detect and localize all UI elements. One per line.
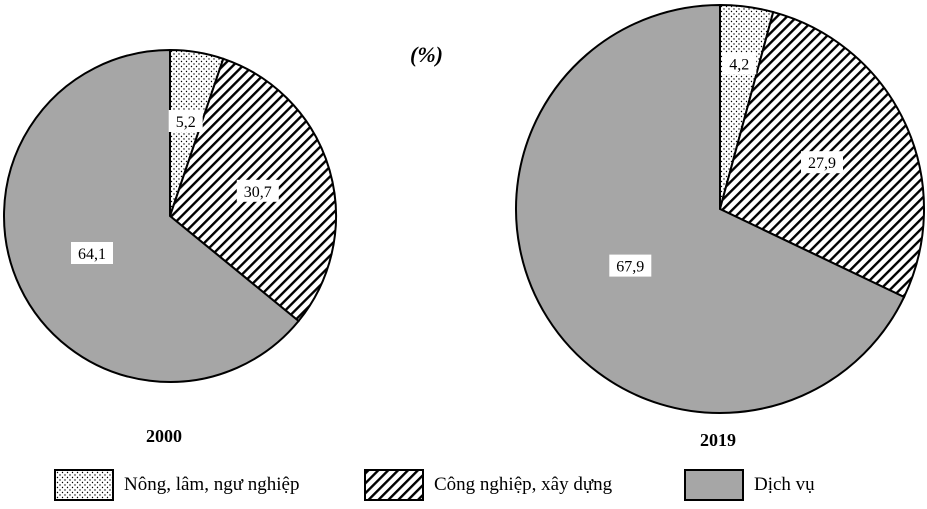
pie-2019-slice-services	[515, 3, 906, 414]
pie-2000-label-industry: 30,7	[244, 184, 272, 201]
pie-2019-label-bg-services	[609, 254, 652, 277]
legend: Nông, lâm, ngư nghiệp Công nghiệp, xây d…	[0, 464, 927, 508]
legend-item-industry: Công nghiệp, xây dựng	[364, 468, 612, 502]
pie-2000-label-services: 64,1	[78, 246, 106, 263]
legend-label-agriculture: Nông, lâm, ngư nghiệp	[124, 474, 300, 495]
legend-swatch-gray	[684, 469, 744, 501]
year-label-2019: 2019	[700, 430, 736, 450]
pie-2000-label-agriculture: 5,2	[176, 114, 196, 131]
legend-swatch-dots	[54, 469, 114, 501]
pie-2000-label-bg-industry	[236, 179, 279, 202]
unit-label: (%)	[410, 42, 443, 67]
pie-2000-slice-services	[3, 48, 300, 383]
year-label-2000: 2000	[146, 426, 182, 446]
pie-2000-label-bg-agriculture	[168, 110, 203, 132]
pie-2019-label-agriculture: 4,2	[729, 56, 749, 73]
pie-2019-label-services: 67,9	[616, 259, 644, 276]
legend-swatch-hatch	[364, 469, 424, 501]
legend-item-services: Dịch vụ	[684, 468, 815, 502]
pie-2000-label-bg-services	[71, 242, 113, 264]
legend-label-industry: Công nghiệp, xây dựng	[434, 474, 613, 495]
pie-2019-label-bg-agriculture	[722, 52, 757, 75]
legend-item-agriculture: Nông, lâm, ngư nghiệp	[54, 468, 299, 502]
pie-charts: 5,2 30,7 64,1 4,2 27,9 67,9	[3, 3, 926, 414]
legend-label-services: Dịch vụ	[754, 474, 815, 495]
pie-2019-label-bg-industry	[801, 151, 843, 174]
pie-2019-label-industry: 27,9	[808, 155, 836, 172]
